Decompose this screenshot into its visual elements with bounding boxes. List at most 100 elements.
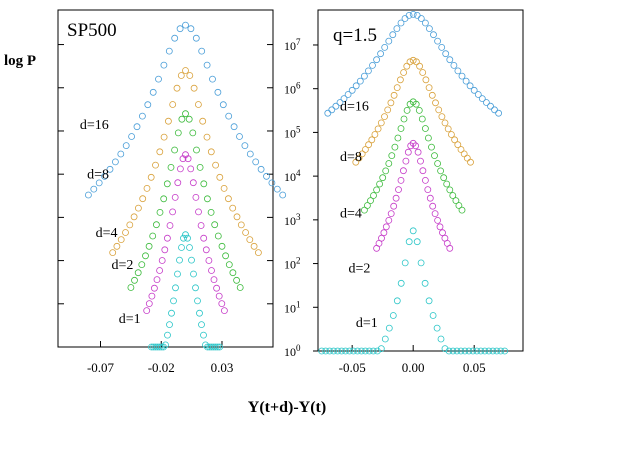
right-point-d1 [326, 347, 334, 355]
left-series-labels: d=1 d=2 d=4 d=8 d=16 [80, 118, 141, 327]
left-point-d2 [184, 155, 192, 163]
left-point-d1 [162, 341, 169, 349]
right-point-d8 [412, 58, 420, 66]
right-point-d16 [360, 72, 368, 80]
right-point-d2 [434, 216, 442, 224]
right-point-d8 [374, 125, 382, 133]
right-point-d16 [348, 86, 356, 94]
right-point-d16 [413, 11, 421, 19]
left-point-d2 [189, 179, 197, 187]
right-point-d4 [385, 160, 393, 167]
right-point-d1 [389, 312, 397, 319]
left-point-d16 [192, 34, 200, 42]
left-point-d8 [246, 236, 254, 244]
left-point-d8 [186, 72, 194, 79]
left-series-label: d=16 [80, 118, 109, 133]
left-point-d2 [187, 165, 195, 173]
left-point-d1 [164, 331, 171, 339]
right-point-d16 [450, 62, 458, 69]
left-point-d8 [126, 221, 134, 229]
right-point-d16 [409, 10, 417, 18]
right-point-d16 [430, 31, 437, 39]
right-point-d4 [449, 192, 457, 199]
right-point-d8 [425, 84, 433, 91]
right-point-d16 [434, 37, 442, 45]
left-point-d16 [149, 88, 157, 96]
left-point-d4 [174, 129, 182, 137]
right-point-d16 [405, 11, 413, 19]
right-point-d1 [365, 347, 373, 355]
left-point-d8 [254, 249, 262, 257]
right-point-d1 [385, 324, 393, 332]
left-data-points [85, 21, 287, 351]
right-point-d4 [412, 100, 420, 108]
right-point-d2 [397, 176, 405, 184]
right-axis-ticks: -0.05 0.00 0.05 100 101 102 103 104 105 106 107 [284, 37, 486, 375]
right-point-d1 [373, 347, 381, 355]
left-point-d8 [224, 195, 232, 203]
left-point-d2 [169, 208, 177, 216]
right-y-tick-label: 103 [284, 212, 301, 228]
left-point-d16 [165, 47, 173, 55]
right-point-d8 [428, 91, 436, 99]
left-point-d8 [203, 133, 211, 141]
right-point-d1 [421, 279, 429, 287]
right-series-label: d=8 [340, 150, 362, 165]
left-point-d16 [268, 179, 276, 187]
right-point-d1 [489, 347, 497, 355]
right-point-d2 [382, 223, 390, 231]
left-point-d8 [194, 101, 202, 108]
right-point-d8 [384, 106, 392, 114]
left-panel-title: SP500 [67, 20, 117, 41]
left-point-d4 [152, 221, 160, 229]
left-point-d1 [186, 244, 193, 251]
left-point-d1 [174, 270, 181, 278]
right-point-d1 [469, 347, 477, 355]
left-point-d2 [202, 246, 210, 254]
left-point-d2 [150, 284, 158, 292]
left-point-d4 [218, 242, 226, 250]
left-point-d4 [211, 221, 219, 229]
right-point-d8 [454, 141, 462, 149]
left-point-d16 [85, 191, 92, 199]
x-axis-label: Y(t+d)-Y(t) [248, 399, 326, 416]
right-point-d1 [433, 324, 441, 332]
right-point-d2 [412, 142, 420, 150]
left-point-d8 [152, 161, 159, 169]
right-point-d1 [497, 347, 505, 355]
left-point-d4 [178, 115, 186, 123]
right-point-d16 [438, 44, 446, 51]
right-point-d16 [393, 25, 401, 33]
right-point-d4 [434, 160, 442, 167]
right-point-d4 [397, 125, 405, 132]
right-point-d8 [409, 56, 417, 64]
right-plot-frame [317, 9, 524, 352]
left-point-d1 [194, 297, 201, 305]
left-point-d16 [219, 101, 227, 109]
left-point-d8 [242, 229, 250, 236]
right-series-label: d=4 [340, 207, 362, 222]
right-point-d1 [485, 347, 493, 355]
right-point-d8 [432, 99, 439, 107]
left-point-d2 [148, 292, 156, 300]
left-point-d8 [177, 72, 185, 79]
left-point-d16 [128, 133, 136, 140]
right-point-d8 [447, 131, 455, 138]
right-point-d4 [382, 167, 390, 175]
right-point-d4 [458, 206, 466, 214]
left-point-d4 [196, 163, 204, 171]
right-point-d2 [392, 194, 400, 202]
right-point-d8 [416, 62, 424, 70]
left-point-d1 [212, 343, 220, 351]
left-x-tick-label: -0.02 [148, 360, 175, 375]
left-point-d8 [233, 213, 241, 221]
left-point-d1 [180, 234, 187, 242]
right-point-d4 [455, 202, 463, 209]
left-point-d2 [153, 276, 161, 284]
right-point-d2 [417, 157, 424, 165]
right-x-tick-label: 0.00 [402, 360, 425, 375]
left-series-label: d=8 [87, 168, 109, 183]
left-point-d16 [160, 61, 168, 69]
right-point-d16 [478, 95, 486, 102]
left-point-d16 [236, 133, 243, 140]
